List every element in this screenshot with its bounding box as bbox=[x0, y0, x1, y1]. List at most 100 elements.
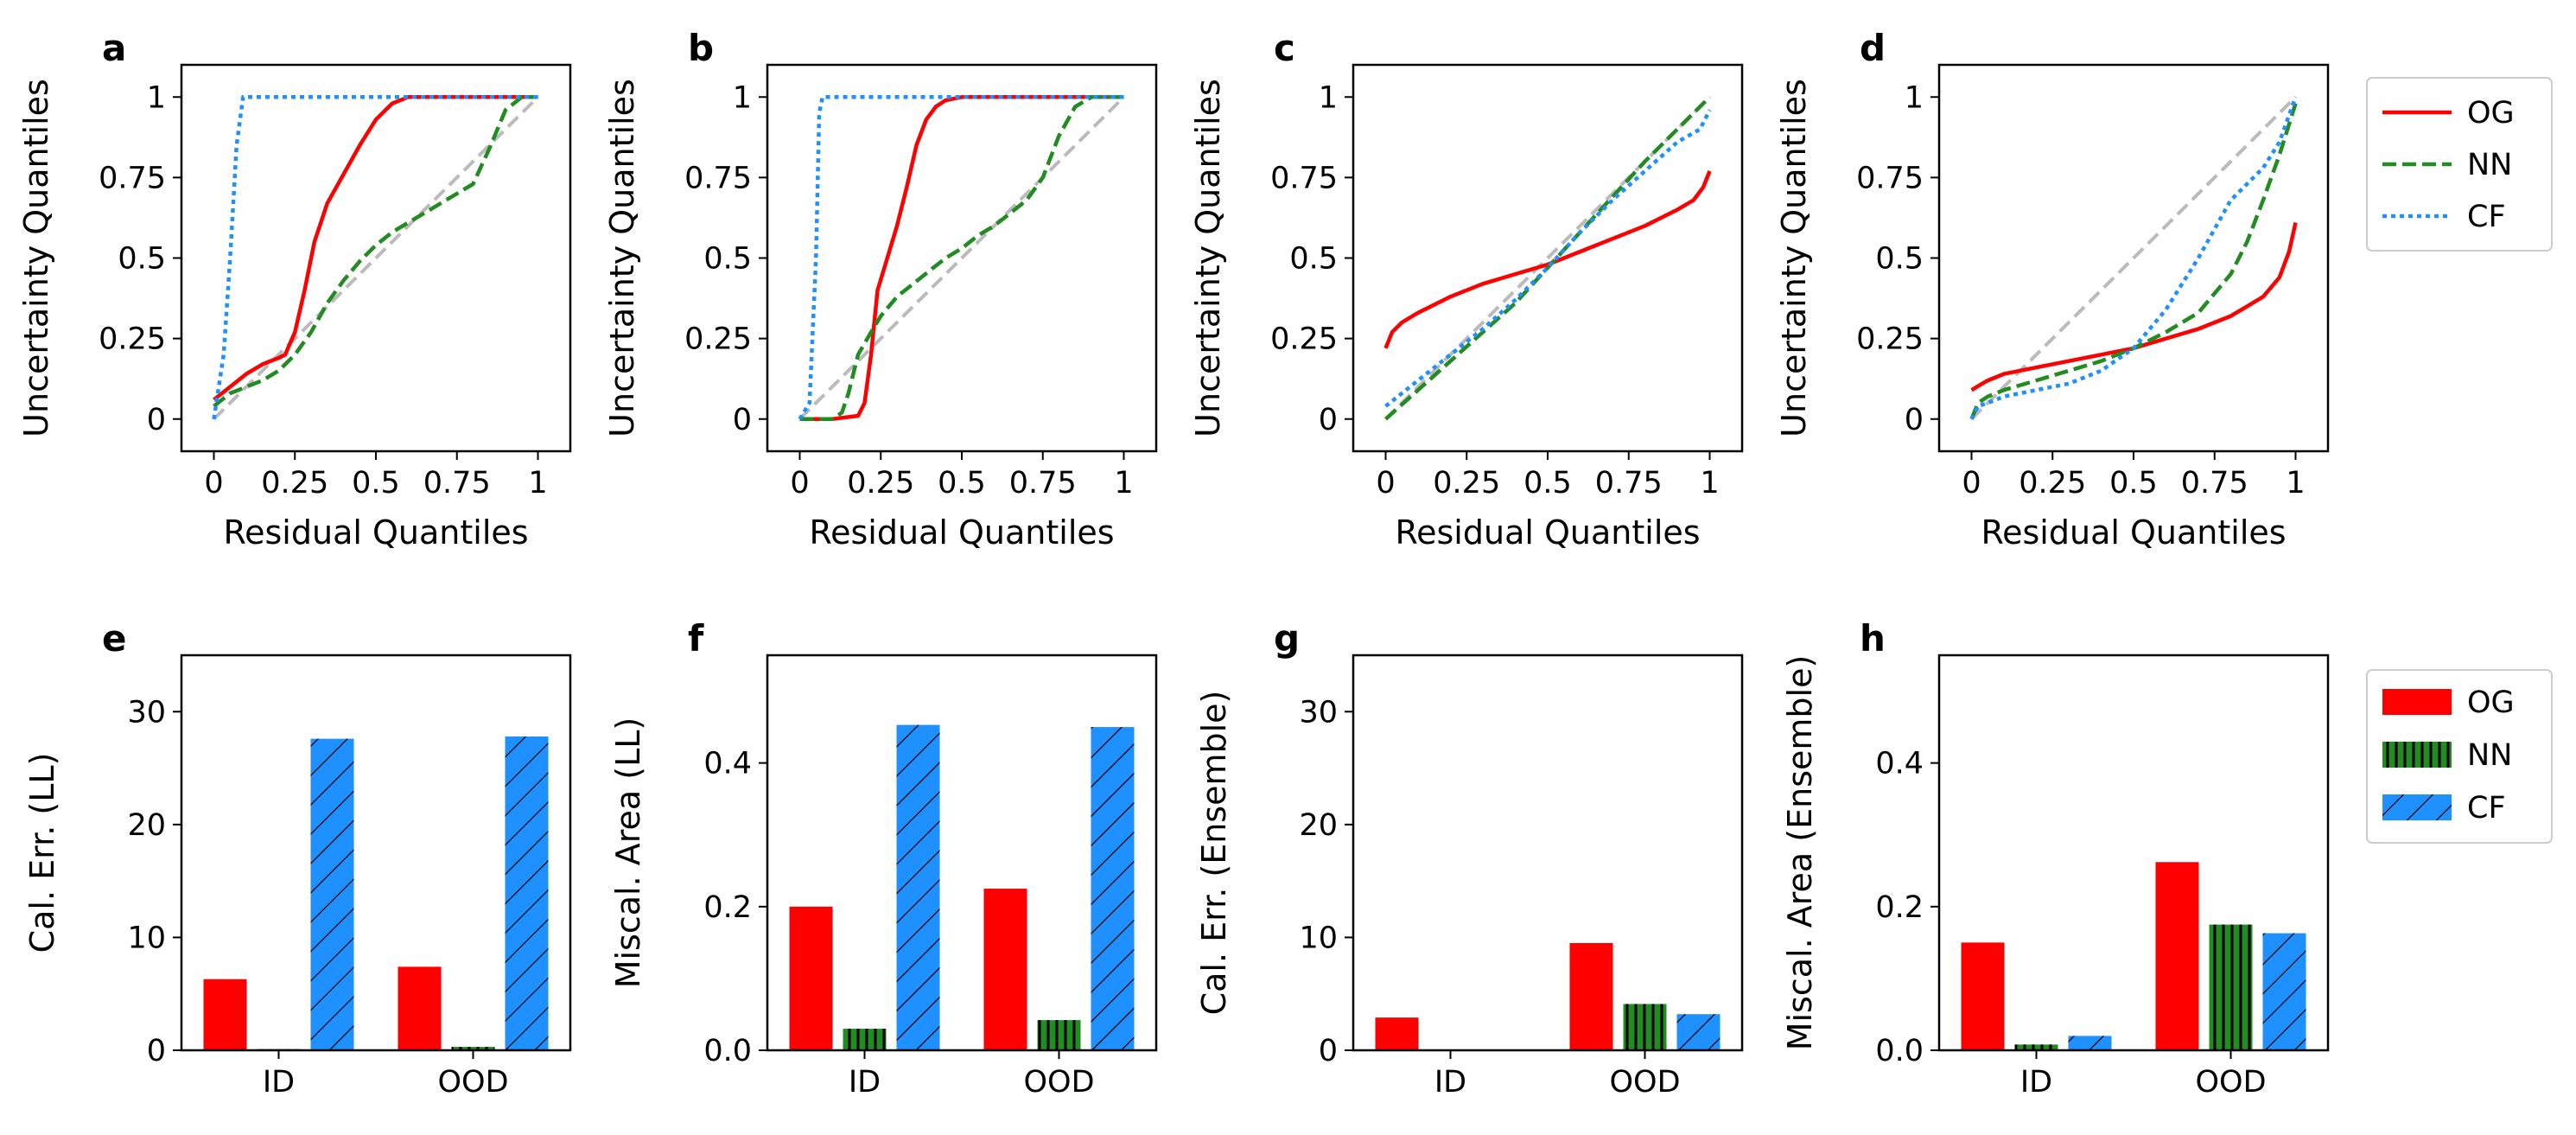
panel-d-ytick-label: 0.5 bbox=[1875, 242, 1924, 277]
panel-a-xtick-label: 0.25 bbox=[261, 466, 328, 501]
panel-d-series-og bbox=[1970, 222, 2298, 392]
panel-e-ytick-label: 30 bbox=[127, 695, 166, 730]
panel-g-ytick-label: 10 bbox=[1299, 921, 1338, 955]
legend-line-og-label: OG bbox=[2467, 96, 2515, 131]
panel-e: e 0 10 20 30 Cal. Err. (LL) ID OOD bbox=[23, 617, 572, 1100]
panel-d-ytick-label: 0.75 bbox=[1856, 161, 1924, 195]
panel-d-ylabel: Uncertainty Quantiles bbox=[1775, 79, 1813, 437]
panel-f-ytick-label: 0.0 bbox=[703, 1034, 752, 1068]
panel-d-ytick-label: 1 bbox=[1905, 80, 1924, 115]
panel-d-xtick-label: 0.75 bbox=[2181, 466, 2248, 501]
panel-c-ytick-label: 0.75 bbox=[1270, 161, 1338, 195]
legend-bar-nn-hatch bbox=[2382, 742, 2452, 768]
panel-h-bar-hatch-cf-ood bbox=[2262, 933, 2306, 1050]
panel-c-series-nn bbox=[1383, 95, 1712, 421]
panel-h-xtick-label: ID bbox=[2020, 1065, 2052, 1100]
panel-h-ytick-label: 0.2 bbox=[1875, 890, 1924, 925]
panel-f-bar-og-id bbox=[789, 906, 833, 1050]
panel-d-xtick-label: 0 bbox=[1962, 466, 1981, 501]
panel-h-ylabel: Miscal. Area (Ensemble) bbox=[1781, 655, 1819, 1051]
panel-a-series-nn bbox=[213, 95, 538, 408]
panel-f-frame bbox=[766, 654, 1158, 1052]
panel-a-series-og bbox=[213, 95, 538, 402]
panel-b-xtick-label: 1 bbox=[1114, 466, 1133, 501]
panel-h-bar-hatch-nn-ood bbox=[2209, 924, 2253, 1050]
panel-d-ytick-label: 0.25 bbox=[1856, 322, 1924, 357]
panel-b-xtick-label: 0.75 bbox=[1009, 466, 1077, 501]
panel-c-xtick-label: 0.75 bbox=[1595, 466, 1663, 501]
panel-c-frame bbox=[1352, 63, 1744, 453]
legend-bar-og-swatch bbox=[2382, 689, 2452, 715]
panel-a-xlabel: Residual Quantiles bbox=[223, 513, 528, 552]
panel-g-bar-og-id bbox=[1375, 1017, 1419, 1050]
panel-letter-g: g bbox=[1274, 617, 1300, 660]
legend-line-cf-label: CF bbox=[2467, 200, 2506, 234]
panel-d-series-cf bbox=[1969, 96, 2298, 420]
panel-b-ytick-label: 0.75 bbox=[684, 161, 752, 195]
panel-g-bar-hatch-cf-ood bbox=[1676, 1014, 1721, 1050]
panel-letter-h: h bbox=[1860, 617, 1886, 660]
panel-c-ylabel: Uncertainty Quantiles bbox=[1189, 79, 1227, 437]
panel-b-xtick-label: 0.25 bbox=[847, 466, 914, 501]
panel-c-xlabel: Residual Quantiles bbox=[1395, 513, 1700, 552]
panel-e-bar-hatch-cf-ood bbox=[505, 736, 549, 1050]
panel-e-xtick-label: ID bbox=[263, 1065, 295, 1100]
panel-g-xtick-label: ID bbox=[1434, 1065, 1466, 1100]
panel-letter-b: b bbox=[688, 27, 714, 69]
panel-b-series-nn bbox=[799, 95, 1124, 422]
panel-h: h 0.0 0.2 0.4 Miscal. Area (Ensemble) ID OOD bbox=[1781, 617, 2330, 1100]
panel-b-xtick-label: 0.5 bbox=[938, 466, 986, 501]
panel-letter-a: a bbox=[102, 27, 126, 69]
panel-c-series-og bbox=[1383, 170, 1712, 349]
panel-h-bar-og-id bbox=[1961, 942, 2005, 1050]
panel-e-xtick-label: OOD bbox=[437, 1065, 508, 1100]
panel-b-ytick-label: 0.25 bbox=[684, 322, 752, 357]
panel-letter-c: c bbox=[1274, 27, 1295, 69]
panel-a-ytick-label: 0.5 bbox=[118, 242, 166, 277]
panel-d: d 0 0.25 0.5 0.75 1 Uncertainty Quantiles 0 0.25… bbox=[1775, 27, 2330, 552]
legend-lines-frame bbox=[2366, 77, 2553, 252]
panel-a-xtick-label: 0 bbox=[204, 466, 223, 501]
panel-c-series-cf bbox=[1384, 109, 1712, 408]
panel-g: g 0 10 20 30 Cal. Err. (Ensemble) ID OOD bbox=[1195, 617, 1744, 1100]
panel-g-ytick-label: 30 bbox=[1299, 695, 1338, 730]
panel-b-frame bbox=[766, 63, 1158, 453]
panel-c-ytick-label: 0.25 bbox=[1270, 322, 1338, 357]
panel-c-ytick-label: 0.5 bbox=[1289, 242, 1338, 277]
panel-h-bar-og-ood bbox=[2155, 862, 2199, 1050]
panel-c-ytick-label: 0 bbox=[1319, 403, 1338, 437]
panel-g-xtick-label: OOD bbox=[1609, 1065, 1680, 1100]
panel-a-ylabel: Uncertainty Quantiles bbox=[17, 79, 55, 437]
panel-d-xtick-label: 0.5 bbox=[2109, 466, 2158, 501]
panel-f-ylabel: Miscal. Area (LL) bbox=[609, 717, 647, 989]
panel-letter-d: d bbox=[1860, 27, 1886, 69]
panel-b: b 0 0.25 0.5 0.75 1 Uncertainty Quantiles 0 0.25… bbox=[603, 27, 1158, 552]
legend-bar-cf-hatch bbox=[2382, 794, 2452, 820]
panel-c-ytick-label: 1 bbox=[1319, 80, 1338, 115]
panel-c-xtick-label: 1 bbox=[1700, 466, 1719, 501]
panel-e-frame bbox=[180, 654, 572, 1052]
panel-e-ytick-label: 10 bbox=[127, 921, 166, 955]
panel-e-bar-og-ood bbox=[398, 966, 442, 1050]
panel-f-ytick-label: 0.4 bbox=[703, 747, 752, 781]
panel-a-ytick-label: 0.75 bbox=[99, 161, 166, 195]
panel-c-xtick-label: 0.25 bbox=[1433, 466, 1500, 501]
legend-bar-nn-label: NN bbox=[2467, 738, 2512, 773]
panel-g-frame bbox=[1352, 654, 1744, 1052]
panel-g-ylabel: Cal. Err. (Ensemble) bbox=[1195, 691, 1233, 1016]
panel-f: f 0.0 0.2 0.4 Miscal. Area (LL) ID OOD bbox=[609, 617, 1158, 1100]
panel-g-bar-hatch-nn-ood bbox=[1623, 1004, 1667, 1050]
panel-f-ytick-label: 0.2 bbox=[703, 890, 752, 925]
panel-h-xtick-label: OOD bbox=[2195, 1065, 2266, 1100]
panel-e-ylabel: Cal. Err. (LL) bbox=[23, 753, 61, 953]
legend-lines: OG NN CF bbox=[2366, 77, 2553, 252]
panel-b-ytick-label: 0 bbox=[733, 403, 752, 437]
panel-a-diagonal bbox=[213, 95, 539, 421]
panel-c-xtick-label: 0.5 bbox=[1523, 466, 1572, 501]
panel-h-bar-hatch-cf-id bbox=[2068, 1036, 2112, 1050]
panel-g-bar-og-ood bbox=[1569, 942, 1613, 1050]
panel-f-bar-hatch-nn-ood bbox=[1037, 1020, 1081, 1050]
panel-letter-e: e bbox=[102, 617, 127, 660]
panel-e-bar-og-id bbox=[203, 979, 247, 1050]
